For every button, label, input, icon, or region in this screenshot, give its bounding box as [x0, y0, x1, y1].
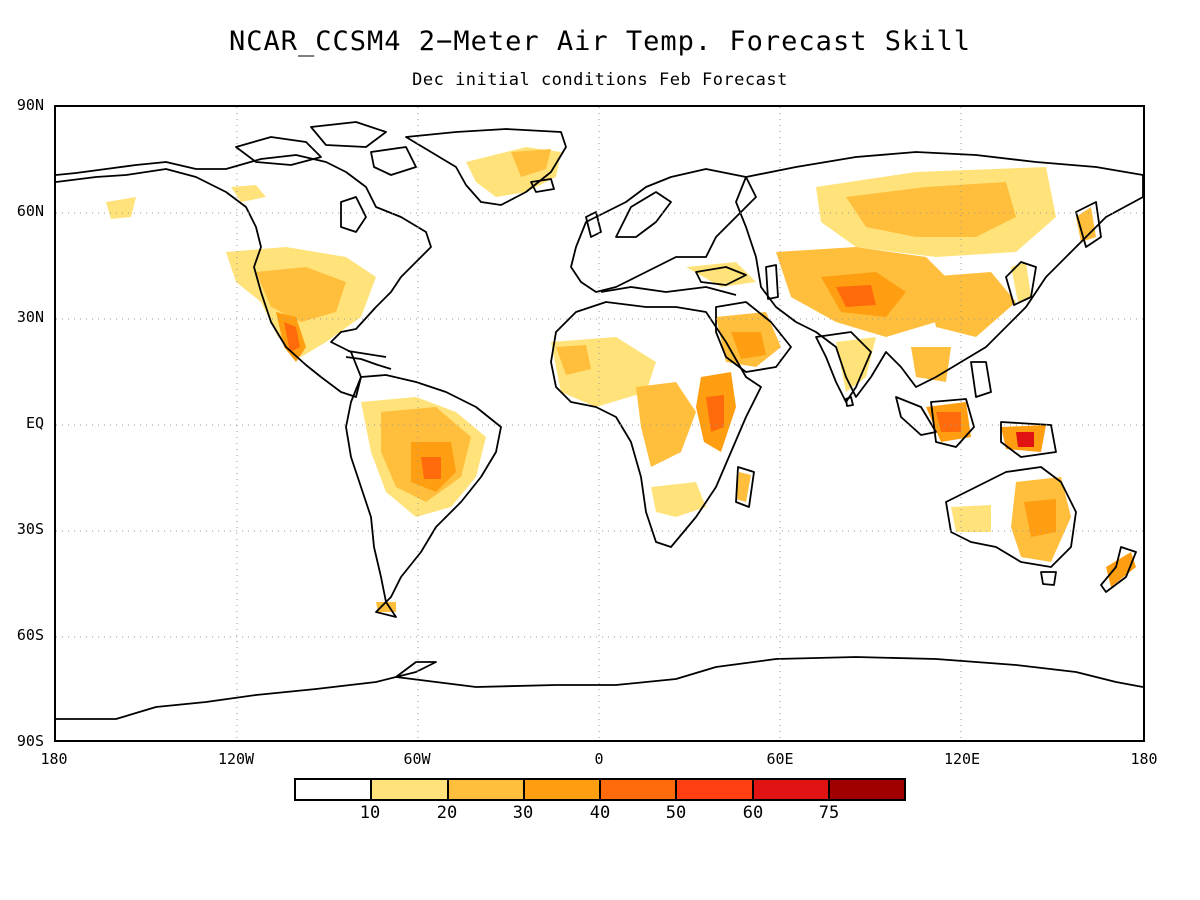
coast-new-zealand [1100, 546, 1137, 593]
shade-madagascar [736, 472, 751, 502]
colorbar-swatch [372, 780, 449, 799]
shade-brazil-peak [421, 457, 441, 479]
shade-australia-core [1024, 499, 1056, 537]
coast-caspian [765, 264, 779, 300]
lon-label-180e: 180 [1130, 750, 1158, 768]
shade-canada [231, 185, 266, 202]
colorbar-label: 20 [436, 803, 458, 823]
coast-australia [945, 466, 1077, 568]
lon-label-120w: 120W [217, 750, 255, 768]
coast-scandinavia [615, 191, 672, 238]
colorbar-swatch [601, 780, 678, 799]
colorbar-swatch [677, 780, 754, 799]
shade-new-guinea-core [1016, 432, 1034, 447]
coast-mediterranean [600, 286, 737, 296]
coast-europe [570, 168, 757, 293]
shade-sahel [556, 345, 591, 375]
coast-black-sea-outline [695, 266, 747, 286]
coast-south-america [345, 374, 502, 618]
colorbar-label: 10 [359, 803, 381, 823]
shade-new-zealand [1106, 552, 1136, 587]
lon-label-120e: 120E [943, 750, 981, 768]
coast-iceland [530, 178, 555, 193]
shade-alaska [106, 197, 136, 219]
coast-borneo [930, 398, 975, 448]
lat-label-30s: 30S [16, 520, 44, 538]
lat-label-60n: 60N [16, 202, 44, 220]
colorbar-swatch [829, 780, 904, 799]
shade-us [256, 267, 346, 322]
coast-hudson-bay [340, 196, 367, 233]
shade-siberia-core [846, 182, 1016, 237]
coastlines [56, 121, 1143, 720]
lat-label-60s: 60S [16, 626, 44, 644]
shade-china [926, 272, 1016, 337]
shade-greenland-core [511, 149, 551, 177]
coast-africa [550, 301, 762, 548]
chart-subtitle: Dec initial conditions Feb Forecast [412, 70, 788, 90]
coast-antarctica [56, 656, 1143, 720]
shade-southern-africa [651, 482, 706, 517]
lon-label-60w: 60W [403, 750, 431, 768]
shade-tibet-core [836, 285, 876, 307]
colorbar-label: 30 [512, 803, 534, 823]
lon-label-60e: 60E [766, 750, 794, 768]
shade-borneo-core [936, 412, 961, 432]
coast-arctic-islands [235, 121, 417, 176]
map-canvas [56, 107, 1143, 740]
shade-east-africa-core [706, 395, 724, 432]
coast-sumatra [895, 396, 937, 436]
coast-philippines [970, 361, 992, 398]
shade-central-africa [636, 382, 696, 467]
coast-greenland [405, 128, 567, 206]
coast-tasmania [1040, 571, 1057, 586]
coast-cuba [347, 350, 387, 358]
colorbar-label: 40 [589, 803, 611, 823]
skill-shading [106, 147, 1136, 612]
lon-label-180w: 180 [40, 750, 68, 768]
colorbar-label: 50 [665, 803, 687, 823]
coast-japan [1005, 261, 1037, 306]
shade-mexico-core [284, 322, 300, 352]
coast-british-isles [585, 211, 602, 238]
coast-sri-lanka [845, 396, 854, 407]
coast-madagascar [735, 466, 755, 508]
world-map [54, 105, 1145, 742]
colorbar [294, 778, 906, 801]
coast-arabia [715, 301, 792, 373]
coast-new-guinea [1000, 421, 1057, 458]
lat-label-30n: 30N [16, 308, 44, 326]
coast-kamchatka [1075, 201, 1102, 248]
shade-black-sea [686, 262, 756, 287]
chart-title: NCAR_CCSM4 2−Meter Air Temp. Forecast Sk… [229, 26, 971, 57]
coast-caribbean [345, 356, 392, 370]
colorbar-swatch [448, 780, 525, 799]
colorbar-swatch [296, 780, 373, 799]
colorbar-swatch [524, 780, 601, 799]
lat-label-90s: 90S [16, 732, 44, 750]
shade-arabia-core [731, 332, 766, 359]
coast-asia [735, 151, 1143, 398]
colorbar-label: 60 [742, 803, 764, 823]
colorbar-swatch [753, 780, 830, 799]
lat-label-eq: EQ [25, 414, 44, 432]
shade-australia-west [951, 505, 991, 532]
shade-se-asia [911, 347, 951, 382]
colorbar-label: 75 [818, 803, 840, 823]
lat-label-90n: 90N [16, 96, 44, 114]
lon-label-0: 0 [594, 750, 604, 768]
coast-india [815, 331, 872, 403]
shade-japan [1011, 262, 1031, 302]
